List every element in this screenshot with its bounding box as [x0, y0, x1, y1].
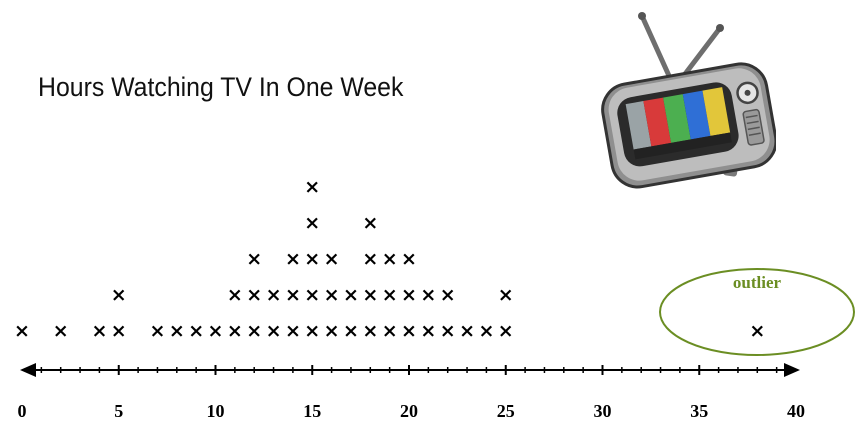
data-mark: × [208, 320, 224, 342]
data-mark: × [285, 284, 301, 306]
data-mark: × [149, 320, 165, 342]
data-mark: × [266, 320, 282, 342]
outlier-label: outlier [733, 273, 782, 292]
data-mark: × [401, 284, 417, 306]
data-mark: × [498, 284, 514, 306]
data-mark: × [401, 320, 417, 342]
tick-label: 40 [787, 401, 805, 421]
data-mark: × [382, 320, 398, 342]
data-mark: × [246, 284, 262, 306]
data-mark: × [91, 320, 107, 342]
data-mark: × [478, 320, 494, 342]
chart-title: Hours Watching TV In One Week [38, 72, 404, 102]
right-arrowhead [784, 363, 800, 377]
data-mark: × [227, 320, 243, 342]
left-arrowhead [20, 363, 36, 377]
outlier-ellipse [659, 268, 855, 356]
data-mark: × [266, 284, 282, 306]
tick-label: 25 [497, 401, 515, 421]
data-mark: × [14, 320, 30, 342]
data-mark: × [440, 284, 456, 306]
data-mark: × [324, 320, 340, 342]
data-mark: × [459, 320, 475, 342]
data-marks: × × × ××× × × × ×××××××××××××××××××××××××××××××… [14, 176, 765, 342]
data-mark: × [111, 320, 127, 342]
data-mark: × [304, 284, 320, 306]
data-mark: × [304, 248, 320, 270]
tick-label: 30 [594, 401, 612, 421]
data-mark: × [343, 320, 359, 342]
data-mark: × [111, 284, 127, 306]
data-mark: × [227, 284, 243, 306]
tick-label: 0 [18, 401, 27, 421]
data-mark: × [362, 248, 378, 270]
data-mark: × [324, 284, 340, 306]
data-mark: × [169, 320, 185, 342]
data-mark: × [53, 320, 69, 342]
data-mark: × [362, 320, 378, 342]
data-mark: × [246, 320, 262, 342]
data-mark: × [304, 212, 320, 234]
tick-label: 20 [400, 401, 418, 421]
data-mark: × [382, 248, 398, 270]
data-mark: × [749, 320, 765, 342]
data-mark: × [420, 284, 436, 306]
data-mark: × [420, 320, 436, 342]
data-mark: × [304, 176, 320, 198]
data-mark: × [343, 284, 359, 306]
tick-label: 35 [690, 401, 708, 421]
data-mark: × [188, 320, 204, 342]
tick-label: 5 [114, 401, 123, 421]
data-mark: × [401, 248, 417, 270]
data-mark: × [382, 284, 398, 306]
data-mark: × [246, 248, 262, 270]
tick-label: 15 [303, 401, 321, 421]
data-mark: × [285, 320, 301, 342]
tick-label: 10 [207, 401, 225, 421]
television-icon [601, 12, 776, 189]
tick-marks [40, 365, 778, 375]
data-mark: × [285, 248, 301, 270]
data-mark: × [498, 320, 514, 342]
data-mark: × [324, 248, 340, 270]
data-mark: × [362, 212, 378, 234]
data-mark: × [362, 284, 378, 306]
data-mark: × [440, 320, 456, 342]
data-mark: × [304, 320, 320, 342]
tick-labels: 0 5 10 15 20 25 30 35 40 [18, 401, 806, 421]
